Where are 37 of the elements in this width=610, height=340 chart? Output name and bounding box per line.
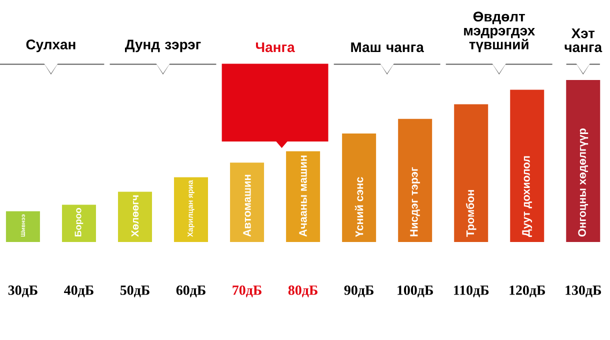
text: Чанга (256, 42, 295, 52)
x-tick-label: 70дБ (232, 286, 262, 298)
bar (174, 177, 208, 242)
bar (566, 80, 600, 242)
annotation: Хөлөөгч (131, 195, 139, 237)
x-tick-label: 120дБ (510, 286, 545, 298)
annotation: Онгоцны хөдөлгүүр (578, 128, 588, 236)
x-tick-label: 90дБ (344, 286, 374, 298)
bar (230, 162, 264, 242)
annotation: Ачааны машин (299, 156, 307, 237)
x-tick-label: 50дБ (120, 286, 150, 298)
annotation: Нисдэг тэрэг (410, 167, 420, 236)
bar (398, 118, 432, 242)
bar (342, 133, 376, 242)
text: Хэт чанга (564, 28, 602, 52)
x-tick-label: 110дБ (454, 286, 489, 298)
x-tick-label: 60дБ (176, 286, 206, 298)
bar (286, 151, 320, 242)
x-tick-label: 130дБ (566, 286, 602, 298)
annotation: Тромбон (466, 190, 476, 237)
annotation: Дуут дохиолол (522, 156, 532, 237)
x-tick-label: 80дБ (288, 286, 318, 298)
text: Сулхан (26, 40, 76, 52)
text: Дунд зэрэг (124, 40, 201, 52)
annotation: Бороо (74, 208, 84, 236)
bar (62, 204, 96, 242)
annotation: Үсний сэнс (354, 177, 364, 237)
x-tick-label: 100дБ (398, 286, 433, 298)
bar (118, 192, 152, 242)
text: Өвдөлт мэдрэгдэх түвшний (464, 12, 535, 52)
x-tick-label: 30дБ (8, 286, 38, 298)
bar (454, 104, 488, 242)
bar (6, 211, 40, 242)
annotation: Автомашин (243, 174, 251, 237)
x-tick-label: 40дБ (64, 286, 94, 298)
text: Маш чанга (351, 42, 424, 52)
bar (510, 90, 544, 242)
